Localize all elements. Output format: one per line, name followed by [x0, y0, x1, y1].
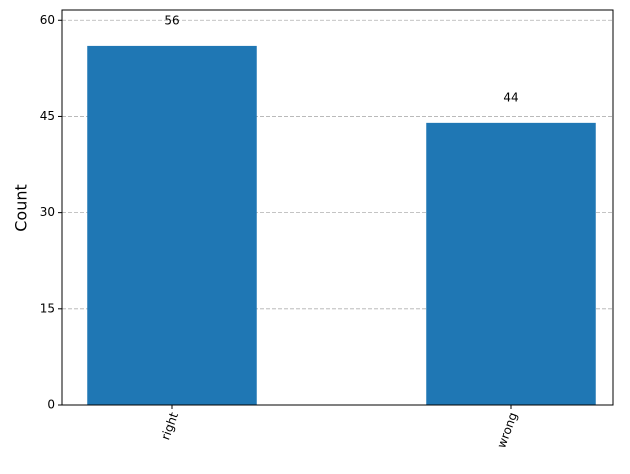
y-axis-label: Count	[12, 184, 31, 232]
y-tick-label: 60	[40, 13, 55, 27]
bar	[87, 45, 257, 406]
y-tick-label: 15	[40, 301, 55, 315]
x-tick-label: right	[158, 410, 181, 442]
bar	[426, 122, 596, 405]
data-label: 44	[503, 90, 518, 104]
y-tick-label: 30	[40, 205, 55, 219]
y-tick-label: 0	[47, 398, 55, 412]
data-label: 56	[164, 13, 179, 27]
y-tick-label: 45	[40, 109, 55, 123]
plot-frame	[61, 9, 614, 406]
x-tick-label: wrong	[494, 410, 520, 450]
